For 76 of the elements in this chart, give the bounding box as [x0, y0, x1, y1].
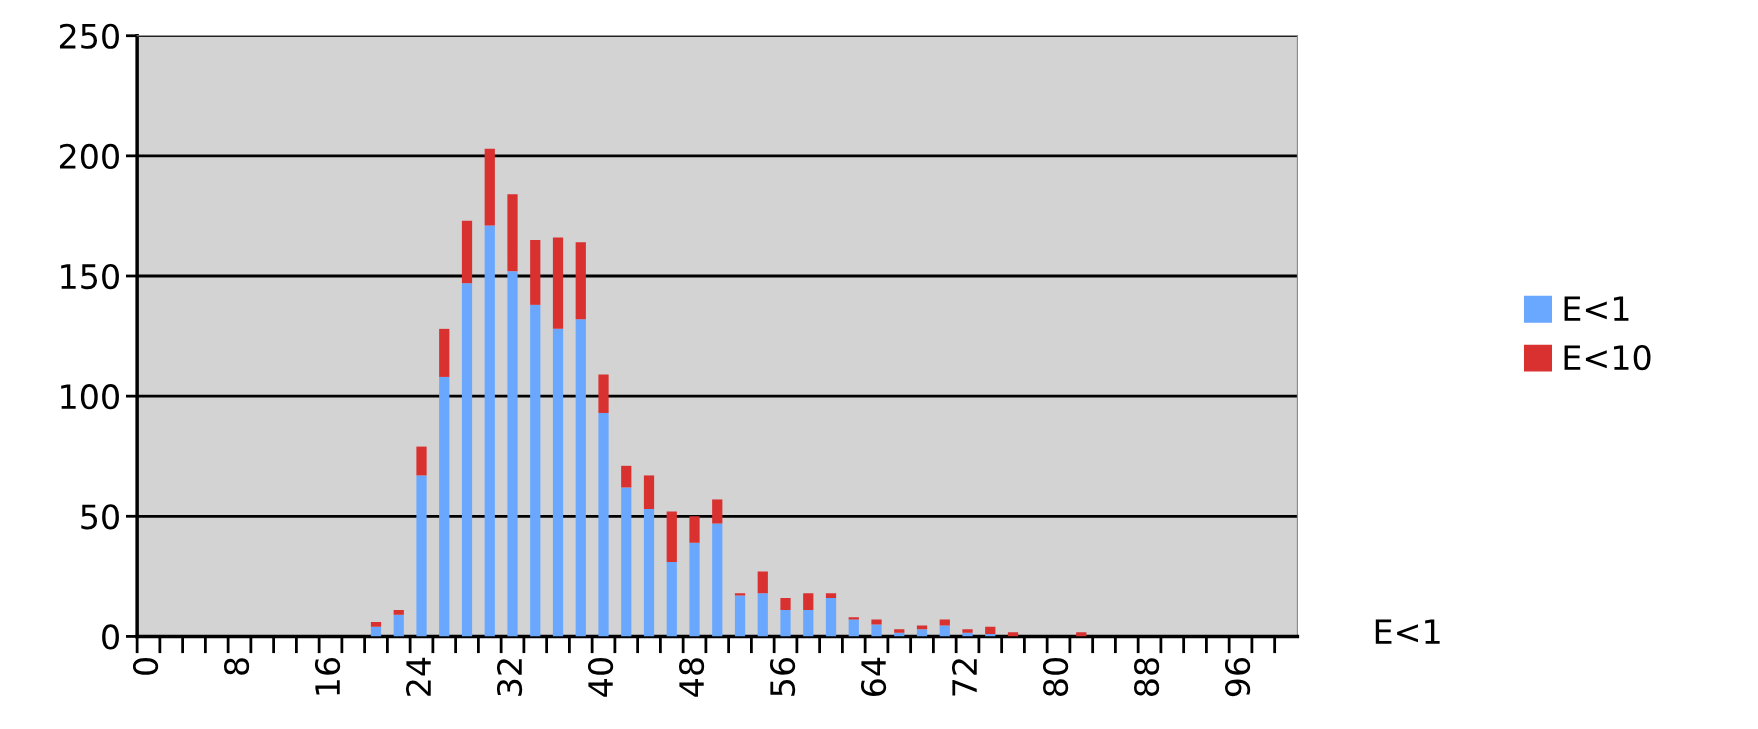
bar	[848, 619, 859, 637]
bar	[393, 614, 404, 637]
bar	[643, 509, 655, 637]
bar	[985, 626, 996, 635]
bar	[598, 412, 609, 637]
x-tick-label: 48	[678, 658, 705, 697]
bar	[803, 593, 814, 610]
bar	[643, 475, 655, 510]
bar	[757, 571, 768, 594]
x-tick-label: 40	[587, 658, 614, 697]
bar	[575, 319, 586, 637]
bar	[370, 626, 382, 637]
bar	[575, 242, 586, 320]
x-tick-label: 64	[860, 657, 887, 696]
bar	[370, 622, 382, 627]
bar	[825, 597, 837, 637]
bar	[871, 624, 882, 637]
bar	[621, 487, 632, 637]
bar	[598, 374, 609, 413]
bar	[552, 237, 564, 329]
bar	[666, 511, 677, 562]
bar	[734, 595, 746, 637]
legend-label: E<10	[1564, 344, 1651, 371]
bar	[939, 625, 950, 637]
bar	[689, 516, 700, 543]
bar	[621, 465, 632, 488]
x-tick-label: 8	[223, 658, 250, 675]
x-tick-label: 96	[1224, 657, 1251, 697]
bar	[416, 446, 427, 476]
y-tick-label: 250	[59, 23, 119, 49]
bar	[757, 593, 768, 637]
y-tick-label: 100	[61, 384, 119, 410]
bar	[734, 593, 746, 596]
bar	[530, 239, 541, 305]
bar	[780, 609, 791, 637]
bar	[439, 328, 450, 377]
bar	[916, 629, 928, 637]
bar	[1007, 632, 1019, 637]
bar	[712, 499, 723, 524]
bar	[484, 225, 495, 637]
bar	[689, 542, 700, 637]
bar	[712, 523, 723, 637]
x-tick-label: 72	[951, 659, 977, 696]
bar	[552, 328, 564, 637]
bar	[393, 609, 404, 615]
bar	[780, 597, 791, 610]
bar	[461, 283, 473, 637]
y-tick-label: 0	[102, 624, 119, 650]
bar	[871, 619, 882, 625]
bar	[484, 148, 495, 226]
bar	[939, 619, 950, 626]
bar	[962, 629, 973, 633]
y-tick-label: 50	[81, 504, 119, 530]
x-axis-title: E<1	[1375, 619, 1440, 644]
x-tick-label: 32	[496, 659, 523, 696]
bar	[825, 593, 837, 598]
bar	[848, 617, 859, 620]
bar	[666, 561, 677, 637]
bar	[1076, 632, 1087, 637]
bar	[507, 271, 518, 637]
x-tick-label: 88	[1133, 658, 1160, 697]
x-tick-label: 56	[769, 657, 796, 696]
x-tick-label: 80	[1042, 658, 1069, 697]
x-tick-label: 0	[132, 658, 159, 675]
bar	[461, 220, 473, 284]
bar	[894, 629, 905, 633]
x-tick-label: 16	[314, 657, 341, 695]
x-tick-label: 24	[405, 657, 431, 696]
y-tick-label: 150	[61, 263, 119, 290]
y-tick-label: 200	[59, 143, 119, 169]
bar	[803, 609, 814, 637]
bar	[507, 194, 518, 272]
bar	[416, 475, 427, 637]
bar	[530, 304, 541, 637]
bar	[439, 376, 450, 637]
legend-label: E<1	[1564, 296, 1629, 321]
